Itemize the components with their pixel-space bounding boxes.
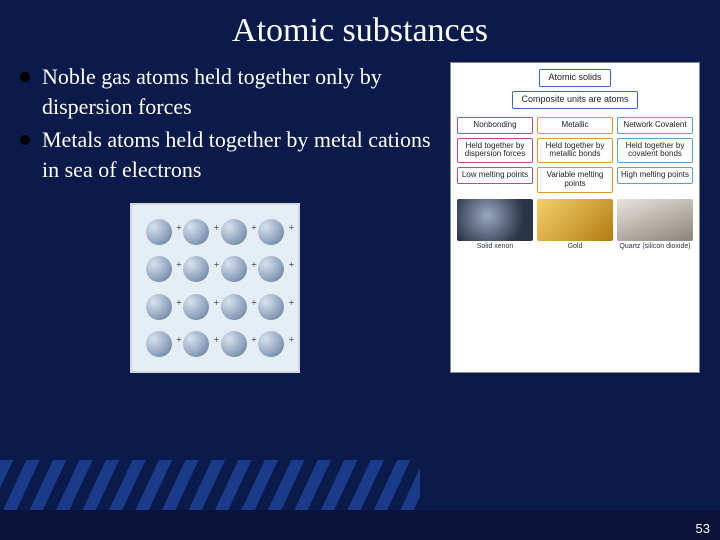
diagram-columns: Nonbonding Held together by dispersion fo… [457, 117, 693, 193]
bullet-text: Noble gas atoms held together only by di… [42, 62, 440, 121]
diagram-root-box: Atomic solids [539, 69, 610, 87]
bullet-text: Metals atoms held together by metal cati… [42, 125, 440, 184]
cation-sphere [221, 294, 247, 320]
diagram-column: Nonbonding Held together by dispersion fo… [457, 117, 533, 193]
cation-sphere [146, 331, 172, 357]
example-swatch [537, 199, 613, 241]
cation-sphere [258, 331, 284, 357]
diagram-example-image: Quartz (silicon dioxide) [617, 199, 693, 253]
diagram-box: Variable melting points [537, 167, 613, 193]
example-label: Gold [568, 243, 583, 250]
diagram-images-row: Solid xenon Gold Quartz (silicon dioxide) [457, 199, 693, 253]
bullet-item: Metals atoms held together by metal cati… [20, 125, 440, 184]
cation-sphere [221, 256, 247, 282]
diagram-box: Network Covalent [617, 117, 693, 134]
diagram-example-image: Solid xenon [457, 199, 533, 253]
content-area: Noble gas atoms held together only by di… [0, 62, 720, 373]
cation-sphere [146, 219, 172, 245]
diagram-box: Held together by metallic bonds [537, 138, 613, 164]
diagram-box: Held together by dispersion forces [457, 138, 533, 164]
metallic-bonding-figure [130, 203, 300, 373]
cation-sphere [183, 219, 209, 245]
cation-sphere [221, 219, 247, 245]
cation-sphere [146, 256, 172, 282]
diagram-box: High melting points [617, 167, 693, 184]
cation-sphere [258, 294, 284, 320]
cation-sphere [183, 294, 209, 320]
example-label: Solid xenon [477, 243, 514, 250]
bullet-item: Noble gas atoms held together only by di… [20, 62, 440, 121]
left-column: Noble gas atoms held together only by di… [20, 62, 450, 373]
cation-sphere [258, 256, 284, 282]
diagram-box: Metallic [537, 117, 613, 134]
bullet-icon [20, 72, 30, 82]
bullet-icon [20, 135, 30, 145]
diagram-column: Metallic Held together by metallic bonds V… [537, 117, 613, 193]
example-swatch [617, 199, 693, 241]
classification-diagram: Atomic solids Composite units are atoms … [450, 62, 700, 373]
diagram-top: Atomic solids Composite units are atoms [457, 69, 693, 109]
cation-sphere [221, 331, 247, 357]
example-label: Quartz (silicon dioxide) [619, 243, 690, 250]
metal-grid [140, 213, 290, 363]
example-swatch [457, 199, 533, 241]
slide-title: Atomic substances [0, 0, 720, 62]
cation-sphere [183, 256, 209, 282]
diagram-column: Network Covalent Held together by covalen… [617, 117, 693, 193]
cation-sphere [183, 331, 209, 357]
page-number: 53 [696, 521, 710, 536]
bottom-bar [0, 510, 720, 540]
diagram-box: Low melting points [457, 167, 533, 184]
cation-sphere [146, 294, 172, 320]
diagram-box: Held together by covalent bonds [617, 138, 693, 164]
cation-sphere [258, 219, 284, 245]
diagram-sub-box: Composite units are atoms [512, 91, 637, 109]
diagram-example-image: Gold [537, 199, 613, 253]
diagram-box: Nonbonding [457, 117, 533, 134]
bullet-list: Noble gas atoms held together only by di… [20, 62, 440, 185]
